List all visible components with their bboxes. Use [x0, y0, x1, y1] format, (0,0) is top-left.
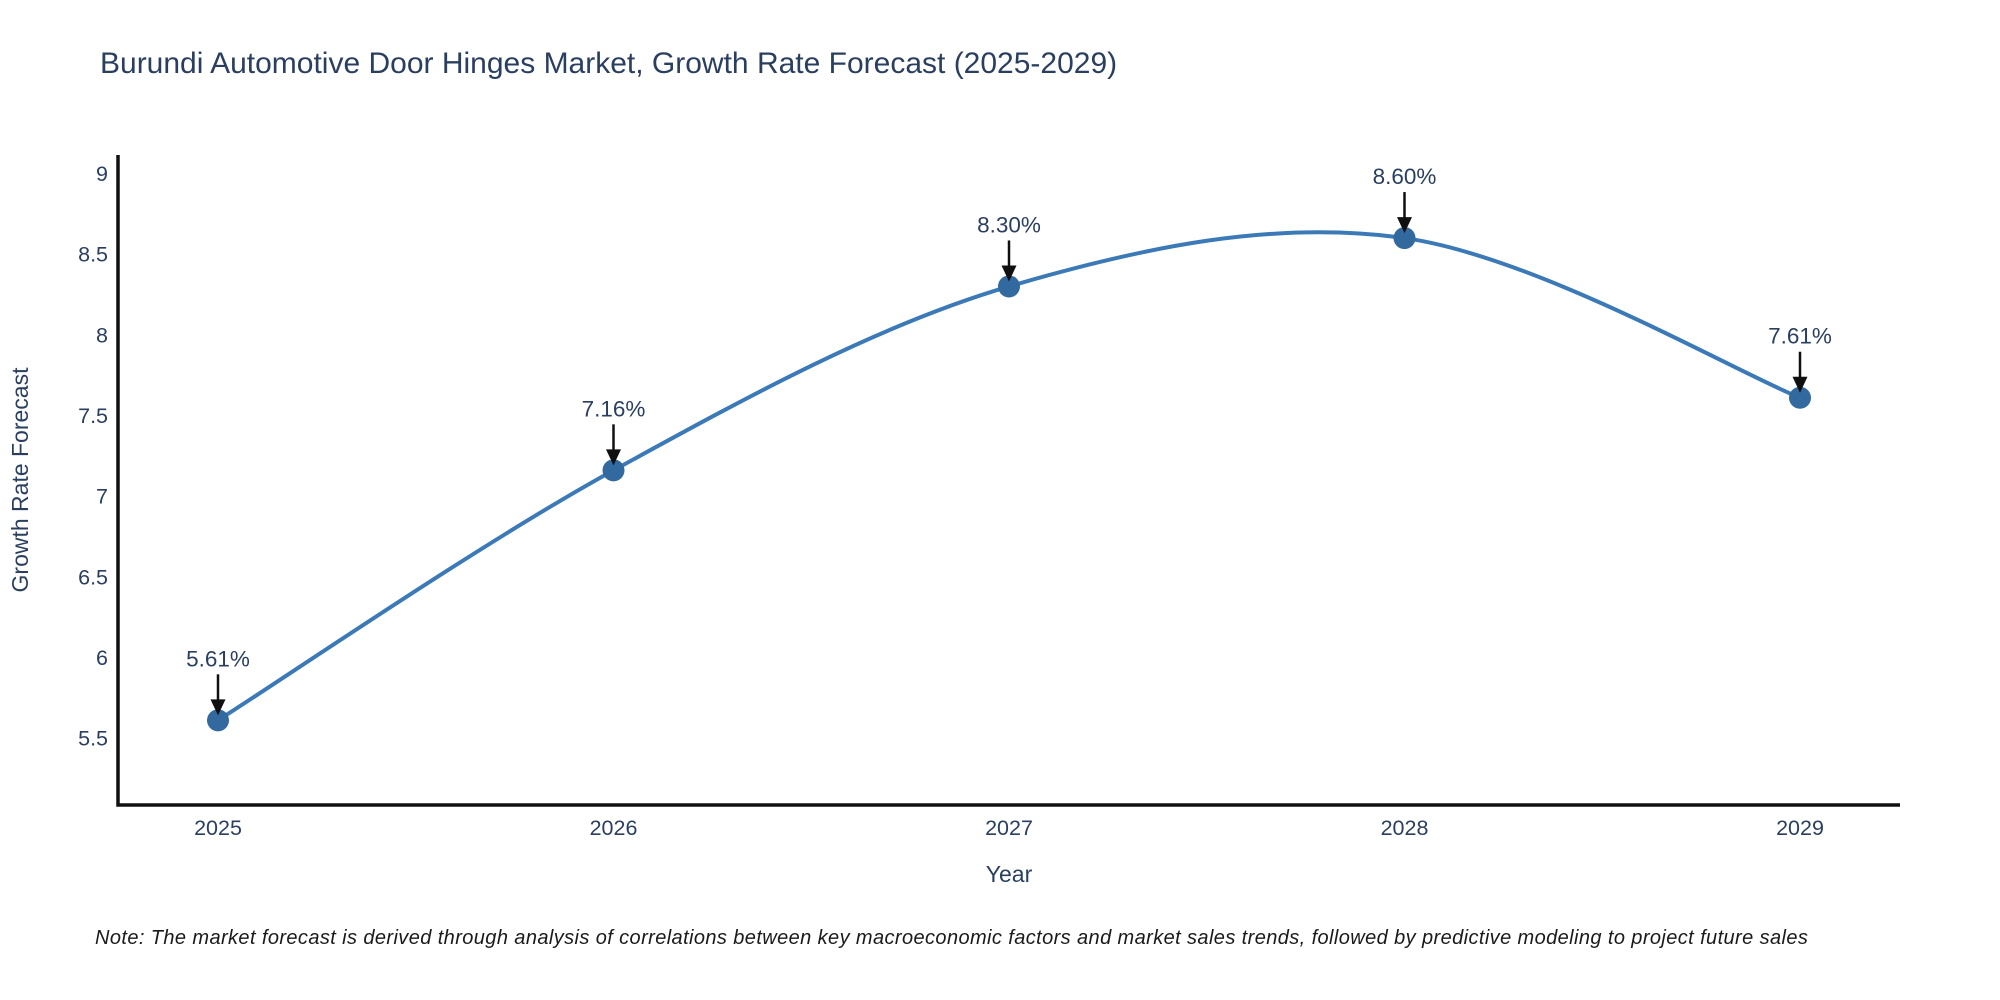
data-point-marker[interactable]	[998, 275, 1020, 298]
y-tick-label: 8	[96, 323, 108, 347]
y-axis-title: Growth Rate Forecast	[7, 367, 33, 593]
annotation-arrowhead-icon	[210, 699, 226, 716]
chart-title: Burundi Automotive Door Hinges Market, G…	[100, 47, 1117, 80]
point-label: 7.61%	[1768, 324, 1832, 349]
annotation-arrowhead-icon	[606, 449, 621, 466]
y-tick-label: 9	[96, 162, 108, 186]
y-tick-label: 6	[96, 646, 108, 670]
data-point-marker[interactable]	[1393, 227, 1416, 250]
y-tick-label: 5.5	[78, 727, 108, 751]
point-label: 8.60%	[1373, 164, 1437, 189]
annotation-arrowhead-icon	[1792, 376, 1808, 393]
footnote: Note: The market forecast is derived thr…	[95, 927, 1808, 949]
data-point-marker[interactable]	[602, 459, 625, 482]
data-point-marker[interactable]	[1789, 386, 1811, 409]
x-tick-label: 2026	[590, 816, 638, 840]
x-tick-label: 2025	[194, 816, 242, 840]
y-tick-label: 7	[96, 485, 108, 509]
plot-area: 5.5 6 6.5 7 7.5 8 8.5 9 2025 2026 2027 2028 2029 5.61…	[78, 155, 1900, 840]
annotation-arrowhead-icon	[1001, 265, 1017, 282]
line-series	[216, 230, 1802, 723]
y-tick-label: 6.5	[78, 565, 108, 589]
x-tick-label: 2027	[985, 816, 1033, 840]
point-label: 7.16%	[582, 396, 646, 421]
point-label: 8.30%	[977, 212, 1041, 237]
x-tick-label: 2028	[1381, 816, 1429, 840]
y-tick-label: 7.5	[78, 404, 108, 428]
data-point-marker[interactable]	[207, 709, 229, 732]
point-label: 5.61%	[186, 646, 250, 671]
axis-lines	[116, 155, 1900, 807]
y-tick-label: 8.5	[78, 243, 108, 267]
x-tick-label: 2029	[1776, 816, 1824, 840]
x-axis-title: Year	[986, 861, 1033, 887]
annotation-arrowhead-icon	[1397, 217, 1412, 234]
